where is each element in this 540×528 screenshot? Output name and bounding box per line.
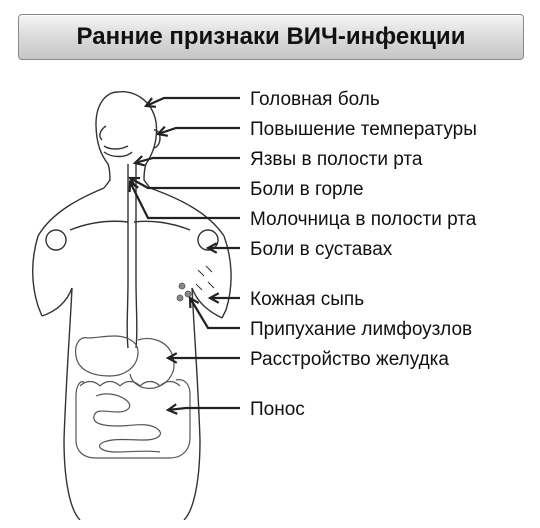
label-fever: Повышение температуры (250, 119, 477, 141)
title-banner: Ранние признаки ВИЧ-инфекции (18, 14, 524, 60)
label-sore-throat: Боли в горле (250, 179, 364, 201)
body-figure (10, 80, 270, 520)
label-thrush: Молочница в полости рта (250, 209, 476, 231)
page-title: Ранние признаки ВИЧ-инфекции (77, 23, 466, 51)
label-diarrhea: Понос (250, 399, 305, 421)
label-headache: Головная боль (250, 89, 380, 111)
label-mouth-ulcers: Язвы в полости рта (250, 149, 422, 171)
label-lymph-nodes: Припухание лимфоузлов (250, 319, 472, 341)
label-skin-rash: Кожная сыпь (250, 289, 364, 311)
label-joint-pain: Боли в суставах (250, 239, 392, 261)
label-stomach-upset: Расстройство желудка (250, 349, 449, 371)
